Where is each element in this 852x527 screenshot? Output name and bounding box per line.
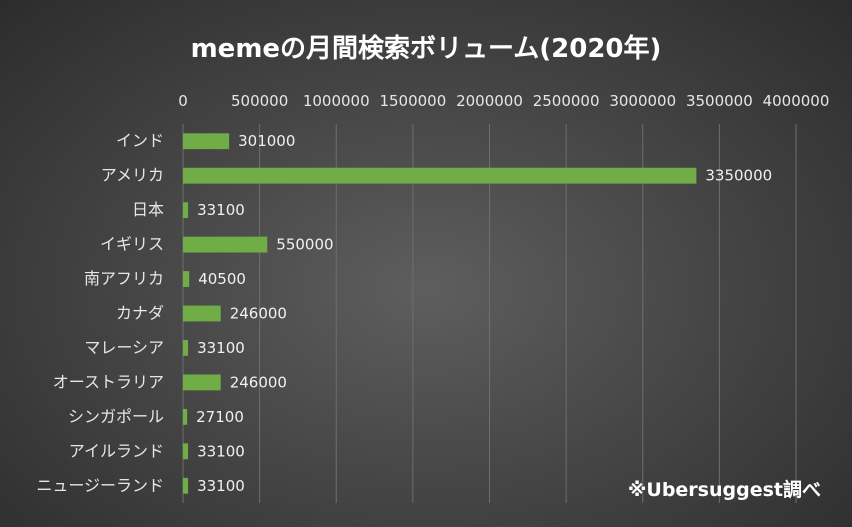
data-label-0: 301000 [238, 132, 295, 150]
x-tick-label-3: 1500000 [379, 92, 446, 110]
data-label-9: 33100 [197, 442, 245, 460]
category-label-10: ニュージーランド [36, 476, 164, 495]
source-note: ※Ubersuggest調べ [628, 478, 821, 501]
data-label-6: 33100 [197, 339, 245, 357]
bar-1 [183, 167, 697, 184]
category-label-0: インド [116, 131, 164, 150]
bar-2 [183, 202, 189, 219]
gridlines [182, 124, 797, 503]
x-tick-label-5: 2500000 [533, 92, 600, 110]
category-label-8: シンガポール [68, 407, 164, 426]
x-tick-label-6: 3000000 [609, 92, 676, 110]
category-label-5: カナダ [116, 304, 164, 323]
data-label-10: 33100 [197, 477, 245, 495]
category-label-4: 南アフリカ [84, 269, 164, 288]
data-label-4: 40500 [198, 270, 246, 288]
bar-4 [183, 271, 190, 287]
x-tick-label-0: 0 [178, 92, 188, 110]
bar-9 [183, 443, 189, 460]
x-tick-label-8: 4000000 [763, 92, 830, 110]
x-axis-tick-labels: 0 500000 1000000 1500000 2000000 2500000 30000… [178, 92, 829, 110]
bar-5 [183, 305, 221, 322]
bar-3 [183, 236, 268, 253]
bar-0 [183, 133, 230, 150]
data-label-1: 3350000 [705, 167, 772, 185]
bar-8 [183, 408, 188, 425]
data-label-2: 33100 [197, 201, 245, 219]
category-labels: インドアメリカ日本イギリス南アフリカカナダマレーシアオーストラリアシンガポールア… [36, 131, 164, 495]
category-label-6: マレーシア [84, 338, 164, 357]
bars [183, 133, 697, 494]
x-tick-label-7: 3500000 [686, 92, 753, 110]
x-tick-label-2: 1000000 [303, 92, 370, 110]
category-label-3: イギリス [100, 235, 164, 254]
category-label-9: アイルランド [69, 441, 164, 460]
category-label-7: オーストラリア [53, 372, 164, 391]
bar-10 [183, 477, 189, 494]
x-tick-label-1: 500000 [231, 92, 288, 110]
category-label-2: 日本 [132, 200, 164, 219]
bar-7 [183, 374, 221, 391]
chart-title: memeの月間検索ボリューム(2020年) [191, 33, 662, 64]
data-labels: 301000 3350000 33100 550000 40500 246000 33100… [196, 132, 772, 495]
data-label-8: 27100 [196, 408, 244, 426]
category-label-1: アメリカ [101, 166, 164, 185]
data-label-3: 550000 [276, 236, 333, 254]
bar-6 [183, 340, 189, 356]
data-label-7: 246000 [230, 373, 287, 391]
x-tick-label-4: 2000000 [456, 92, 523, 110]
data-label-5: 246000 [230, 305, 287, 323]
